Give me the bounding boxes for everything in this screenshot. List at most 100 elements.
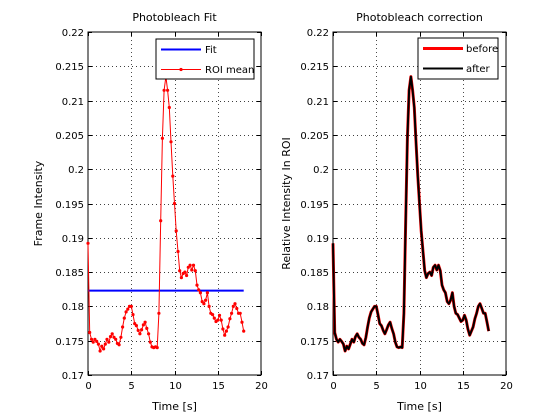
- data-point-roi-mean: [110, 332, 114, 336]
- data-point-roi-mean: [148, 340, 152, 344]
- data-point-roi-mean: [159, 219, 163, 223]
- data-point-roi-mean: [145, 326, 149, 330]
- x-tick-label: 5: [128, 381, 134, 392]
- data-point-roi-mean: [122, 316, 126, 320]
- data-point-roi-mean: [195, 283, 199, 287]
- legend-label-fit: Fit: [205, 45, 217, 56]
- data-point-roi-mean: [231, 304, 235, 308]
- y-axis-label: Frame Intensity: [32, 160, 45, 246]
- y-tick-label: 0.2: [68, 165, 84, 176]
- y-tick-label: 0.185: [300, 268, 329, 279]
- photobleach-fit-axes: 0 5 10 15 20 0.170.1750.180.1850.190.1950.20…: [32, 11, 268, 413]
- x-axis-label: Time [s]: [396, 400, 442, 413]
- data-point-roi-mean: [140, 328, 144, 332]
- data-point-roi-mean: [240, 320, 244, 324]
- data-point-roi-mean: [141, 323, 145, 327]
- data-point-roi-mean: [172, 201, 177, 206]
- y-axis-label: Relative Intensity In ROI: [280, 137, 293, 270]
- x-tick-label: 20: [500, 381, 513, 392]
- data-point-roi-mean: [167, 105, 171, 110]
- legend-label-after: after: [466, 64, 491, 75]
- y-tick-label: 0.19: [307, 234, 329, 245]
- x-tick-label: 10: [414, 381, 427, 392]
- y-tick-label: 0.21: [307, 97, 329, 108]
- y-tick-label: 0.215: [55, 62, 84, 73]
- data-point-roi-mean: [179, 276, 183, 280]
- data-point-roi-mean: [202, 302, 206, 306]
- data-point-roi-mean: [191, 263, 196, 267]
- x-tick-label: 0: [85, 381, 91, 392]
- x-axis-label: Time [s]: [151, 400, 197, 413]
- data-point-roi-mean: [105, 337, 109, 341]
- y-tick-label: 0.17: [307, 371, 329, 382]
- chart-title: Photobleach correction: [356, 11, 483, 24]
- data-point-roi-mean: [117, 343, 121, 347]
- data-point-roi-mean: [124, 310, 128, 314]
- x-tick-label: 10: [169, 381, 182, 392]
- data-point-roi-mean: [171, 174, 175, 178]
- data-point-roi-mean: [217, 313, 222, 317]
- data-point-roi-mean: [93, 337, 97, 341]
- data-point-roi-mean: [223, 333, 227, 337]
- data-point-roi-mean: [162, 88, 166, 92]
- data-point-roi-mean: [178, 269, 182, 273]
- data-point-roi-mean: [96, 342, 100, 346]
- y-tick-label: 0.175: [55, 337, 84, 348]
- data-point-roi-mean: [103, 342, 107, 346]
- y-tick-label: 0.18: [307, 302, 329, 313]
- data-point-roi-mean: [233, 302, 237, 306]
- data-point-roi-mean: [212, 316, 216, 320]
- x-tick-label: 15: [457, 381, 470, 392]
- data-point-roi-mean: [86, 241, 90, 245]
- data-point-roi-mean: [134, 324, 138, 328]
- x-tick-label: 5: [373, 381, 379, 392]
- data-point-roi-mean: [186, 265, 190, 269]
- data-point-roi-mean: [131, 313, 135, 317]
- data-point-roi-mean: [147, 332, 151, 336]
- chart-title: Photobleach Fit: [132, 11, 217, 24]
- data-point-roi-mean: [207, 304, 211, 308]
- data-point-roi-mean: [119, 335, 123, 339]
- data-point-roi-mean: [95, 339, 99, 343]
- y-tick-label: 0.195: [55, 200, 84, 211]
- data-point-roi-mean: [121, 325, 125, 329]
- data-point-roi-mean: [190, 268, 194, 272]
- y-tick-label: 0.21: [62, 97, 84, 108]
- legend-marker-roi-mean: [179, 67, 183, 72]
- data-point-roi-mean: [155, 346, 159, 350]
- data-point-roi-mean: [219, 318, 223, 322]
- data-point-roi-mean: [242, 329, 246, 333]
- y-tick-label: 0.17: [62, 371, 84, 382]
- data-point-roi-mean: [108, 335, 113, 339]
- data-point-roi-mean: [176, 249, 180, 254]
- photobleach-correction-axes: 0 5 10 15 20 0.170.1750.180.1850.190.1950.20…: [280, 11, 513, 413]
- data-point-roi-mean: [226, 325, 230, 329]
- series-line-after: [332, 75, 490, 352]
- data-point-roi-mean: [89, 337, 94, 341]
- data-point-roi-mean: [160, 136, 164, 140]
- data-point-roi-mean: [230, 311, 234, 315]
- x-tick-label: 0: [330, 381, 336, 392]
- data-point-roi-mean: [143, 320, 147, 324]
- data-point-roi-mean: [88, 330, 92, 335]
- data-point-roi-mean: [157, 311, 161, 315]
- data-point-roi-mean: [174, 229, 178, 233]
- y-tick-label: 0.22: [62, 28, 84, 39]
- y-tick-label: 0.205: [300, 131, 329, 142]
- y-tick-label: 0.2: [313, 165, 329, 176]
- data-point-roi-mean: [211, 313, 215, 317]
- data-point-roi-mean: [183, 270, 187, 274]
- y-tick-label: 0.18: [62, 302, 84, 313]
- data-point-roi-mean: [238, 311, 242, 315]
- legend-label-roi-mean: ROI mean: [205, 65, 254, 76]
- data-point-roi-mean: [235, 306, 239, 311]
- x-tick-label: 20: [255, 381, 268, 392]
- data-point-roi-mean: [114, 337, 118, 341]
- data-point-roi-mean: [205, 291, 209, 295]
- data-point-roi-mean: [224, 329, 228, 333]
- y-tick-label: 0.195: [300, 200, 329, 211]
- data-point-roi-mean: [169, 140, 173, 144]
- data-point-roi-mean: [193, 269, 197, 273]
- data-point-roi-mean: [136, 328, 140, 332]
